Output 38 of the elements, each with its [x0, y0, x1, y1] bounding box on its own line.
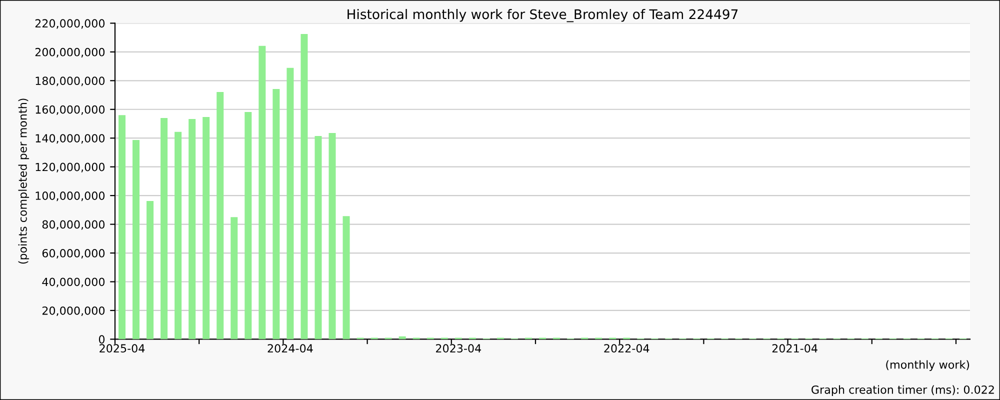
y-tick-label: 80,000,000 — [42, 220, 105, 230]
bar — [146, 201, 154, 340]
y-tick-label: 60,000,000 — [42, 248, 105, 259]
y-tick-label: 140,000,000 — [36, 134, 105, 144]
y-tick-label: 180,000,000 — [36, 76, 105, 86]
bar — [174, 132, 182, 340]
x-axis-title: (monthly work) — [886, 360, 970, 371]
bar — [202, 116, 210, 340]
x-tick-label: 2022-04 — [604, 344, 650, 353]
bar — [342, 216, 350, 340]
x-tick-label: 2023-04 — [436, 344, 481, 353]
bar — [118, 115, 126, 340]
bar — [328, 132, 336, 340]
bar — [216, 92, 224, 340]
y-tick-label: 100,000,000 — [36, 192, 105, 202]
bar — [286, 68, 294, 340]
y-tick-label: 120,000,000 — [36, 162, 105, 172]
y-tick-label: 200,000,000 — [35, 48, 105, 58]
bar — [314, 136, 322, 340]
x-tick-label: 2021-04 — [772, 344, 818, 353]
bar — [160, 118, 168, 340]
y-tick-label: 40,000,000 — [42, 278, 105, 288]
bar — [188, 119, 196, 340]
text: Graph creation timer (ms): 0.022 — [812, 385, 994, 396]
y-tick-label: 20,000,000 — [42, 306, 105, 316]
x-tick-label: 2024-04 — [268, 344, 313, 353]
bar — [244, 112, 252, 340]
x-tick-label: 2025-04 — [100, 344, 145, 353]
chart-title: Historical monthly work for Steve_Bromley of Team 224497 — [348, 9, 738, 22]
bar — [272, 88, 280, 340]
y-tick-label: 220,000,000 — [35, 19, 105, 29]
y-tick-label: 0 — [98, 335, 105, 344]
y-tick-label: 160,000,000 — [36, 105, 105, 115]
bar — [230, 217, 238, 340]
bar — [258, 46, 266, 340]
bar — [132, 140, 140, 340]
y-axis-title: (points completed per month) — [18, 98, 30, 264]
bar — [300, 34, 308, 340]
